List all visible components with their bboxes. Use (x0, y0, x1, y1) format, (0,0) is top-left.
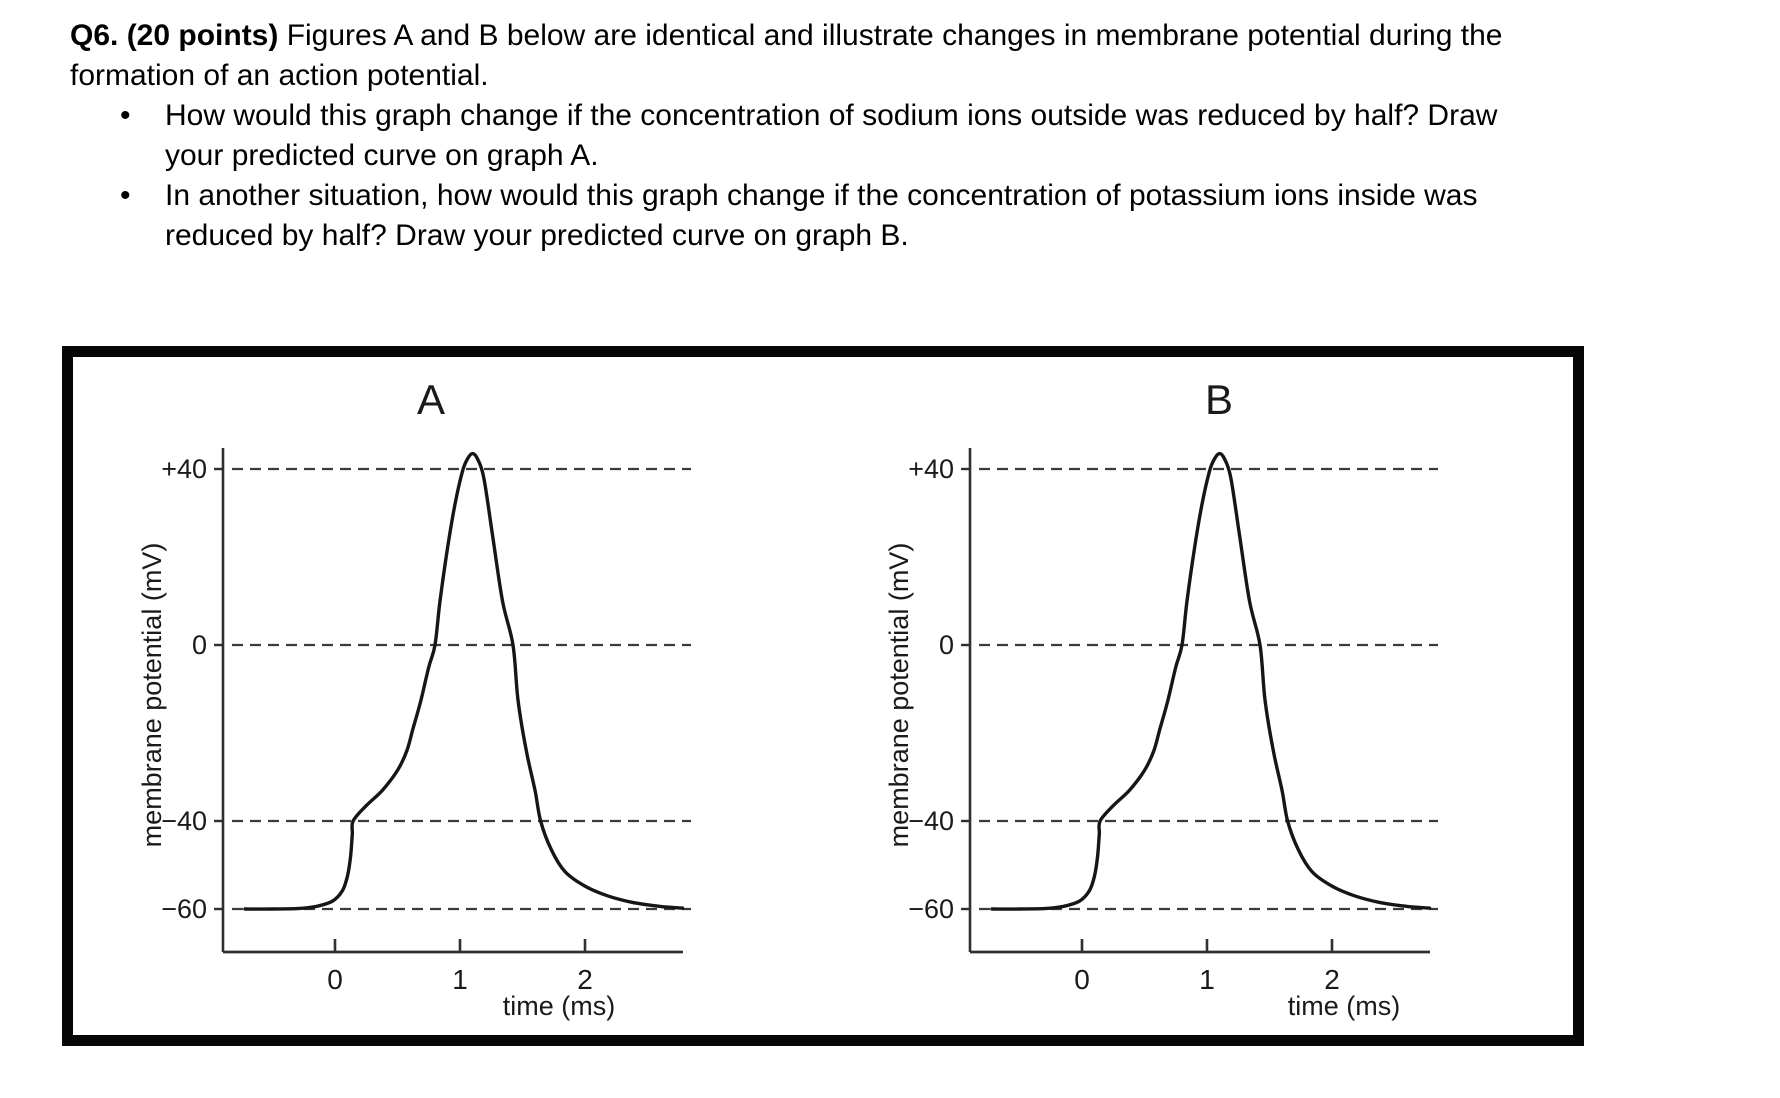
x-tick-label: 2 (577, 964, 593, 995)
question-intro-line1: Q6. (20 points) Figures A and B below ar… (70, 16, 1590, 56)
bullet-potassium-line2: reduced by half? Draw your predicted cur… (165, 219, 909, 252)
y-tick-label: 0 (192, 630, 207, 660)
figure-box (62, 346, 1584, 1046)
x-tick-label: 2 (1324, 964, 1340, 995)
action-potential-curve (990, 451, 1432, 911)
bullet-sodium-line2: your predicted curve on graph A. (165, 139, 599, 172)
x-axis-label: time (ms) (503, 991, 615, 1021)
x-tick-label: 1 (1199, 964, 1215, 995)
question-number: Q6. (20 points) (70, 19, 279, 52)
bullet-potassium-text: In another situation, how would this gra… (165, 176, 1477, 256)
y-tick-label: −60 (161, 894, 207, 924)
y-tick-label: −40 (908, 806, 954, 836)
graph-title: B (1205, 376, 1233, 423)
x-axis-label: time (ms) (1288, 991, 1400, 1021)
x-tick-label: 1 (452, 964, 468, 995)
question-block: Q6. (20 points) Figures A and B below ar… (70, 16, 1590, 256)
y-tick-label: +40 (161, 454, 207, 484)
bullet-sodium-text: How would this graph change if the conce… (165, 96, 1497, 176)
y-axis-label: membrane potential (mV) (137, 543, 167, 848)
question-intro-line2: formation of an action potential. (70, 59, 489, 92)
x-tick-label: 0 (327, 964, 343, 995)
bullet-icon: • (120, 99, 131, 132)
y-tick-label: 0 (939, 630, 954, 660)
y-tick-label: −40 (161, 806, 207, 836)
graph-title: A (417, 376, 445, 423)
y-tick-label: +40 (908, 454, 954, 484)
bullet-item-potassium: • In another situation, how would this g… (70, 176, 1590, 256)
question-intro-rest: Figures A and B below are identical and … (278, 19, 1503, 52)
action-potential-curve (243, 451, 685, 911)
bullet-potassium-line1: In another situation, how would this gra… (165, 179, 1478, 212)
bullet-item-sodium: • How would this graph change if the con… (70, 96, 1590, 176)
y-axis-label: membrane potential (mV) (884, 543, 914, 848)
y-tick-label: −60 (908, 894, 954, 924)
bullet-sodium-line1: How would this graph change if the conce… (165, 99, 1498, 132)
x-tick-label: 0 (1074, 964, 1090, 995)
bullet-icon: • (120, 179, 131, 212)
